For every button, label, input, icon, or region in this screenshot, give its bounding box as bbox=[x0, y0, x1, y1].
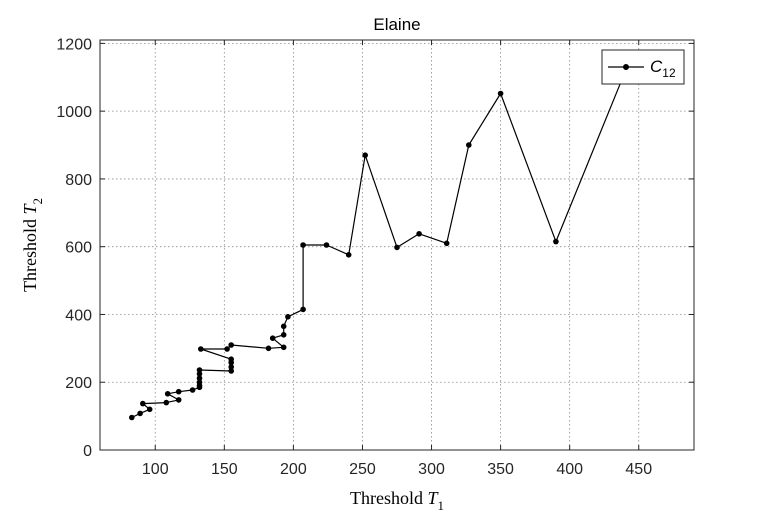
data-point bbox=[129, 414, 135, 421]
data-point bbox=[280, 323, 287, 330]
x-tick-label: 450 bbox=[625, 461, 652, 478]
y-axis-label-sub: 2 bbox=[30, 198, 45, 205]
data-point bbox=[323, 242, 330, 248]
data-point bbox=[198, 346, 204, 352]
chart-title: Elaine bbox=[373, 15, 420, 34]
data-point bbox=[163, 399, 170, 406]
y-axis-label-var: T bbox=[20, 203, 40, 215]
data-point bbox=[175, 397, 182, 403]
series-layer bbox=[129, 69, 628, 421]
data-point bbox=[497, 90, 504, 97]
data-point bbox=[280, 344, 287, 351]
axis-ticks: 100 150 200 250 300 350 400 450 0 200 400 600 800 100… bbox=[56, 36, 694, 478]
data-point bbox=[280, 332, 287, 338]
data-point bbox=[416, 231, 422, 237]
data-point bbox=[553, 238, 559, 245]
x-tick-label: 300 bbox=[418, 461, 445, 478]
legend-marker bbox=[623, 64, 629, 70]
plot-frame bbox=[99, 39, 695, 451]
data-point bbox=[443, 240, 450, 247]
y-tick-label: 1200 bbox=[56, 36, 92, 53]
x-tick-label: 200 bbox=[280, 461, 307, 478]
legend-entry-var: C bbox=[650, 57, 663, 76]
data-point bbox=[137, 410, 143, 417]
x-axis-label-var: T bbox=[427, 488, 439, 508]
y-tick-label: 0 bbox=[83, 443, 92, 460]
y-tick-label: 200 bbox=[65, 375, 92, 392]
data-point bbox=[175, 388, 182, 395]
y-tick-label: 800 bbox=[65, 172, 92, 189]
data-point bbox=[164, 391, 171, 397]
y-tick-label: 400 bbox=[65, 307, 92, 324]
data-point bbox=[196, 375, 203, 382]
data-point bbox=[189, 387, 196, 393]
data-point bbox=[285, 314, 291, 320]
data-point bbox=[140, 400, 146, 407]
y-axis-label-text: Threshold bbox=[20, 215, 40, 292]
data-point bbox=[196, 367, 203, 373]
legend-entry-sub: 12 bbox=[662, 66, 676, 80]
y-axis-label: Threshold T2 bbox=[20, 198, 45, 292]
x-tick-label: 150 bbox=[211, 461, 238, 478]
data-point bbox=[466, 142, 472, 148]
data-point bbox=[300, 306, 306, 313]
data-point bbox=[345, 252, 352, 258]
data-point bbox=[300, 242, 306, 248]
data-point bbox=[228, 342, 234, 348]
x-axis-label: Threshold T1 bbox=[350, 488, 444, 513]
x-axis-label-text: Threshold bbox=[350, 488, 427, 508]
x-tick-label: 250 bbox=[349, 461, 376, 478]
series-line bbox=[131, 71, 626, 419]
data-point bbox=[269, 335, 276, 342]
x-tick-label: 100 bbox=[142, 461, 169, 478]
x-tick-label: 400 bbox=[556, 461, 583, 478]
data-point bbox=[224, 346, 230, 352]
data-point bbox=[362, 152, 369, 158]
data-point bbox=[228, 368, 234, 374]
y-tick-label: 600 bbox=[65, 240, 92, 257]
y-tick-label: 1000 bbox=[56, 104, 92, 121]
data-point bbox=[196, 379, 203, 386]
data-point bbox=[394, 244, 400, 251]
data-point bbox=[265, 345, 272, 352]
legend: C12 bbox=[601, 49, 685, 85]
data-point bbox=[228, 364, 234, 370]
data-point bbox=[228, 356, 234, 363]
data-point bbox=[146, 406, 153, 413]
legend-entry: C12 bbox=[650, 57, 676, 80]
x-tick-label: 350 bbox=[487, 461, 514, 478]
x-axis-label-sub: 1 bbox=[438, 498, 445, 513]
